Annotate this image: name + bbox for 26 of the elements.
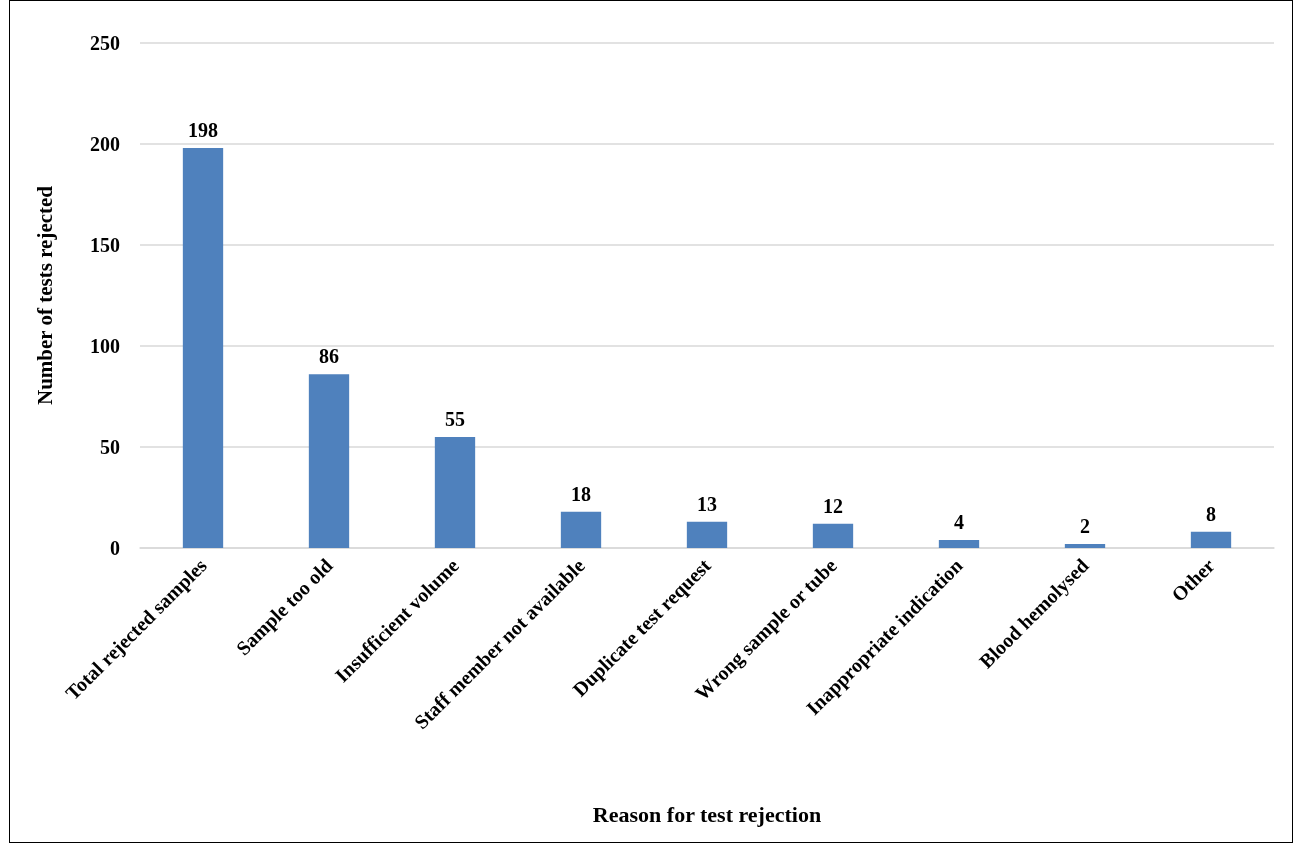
data-label: 198 <box>188 119 218 142</box>
y-tick-label: 150 <box>90 234 120 256</box>
y-tick-label: 50 <box>100 436 120 458</box>
data-label: 12 <box>823 494 843 517</box>
bar <box>434 436 476 548</box>
bar <box>1190 531 1232 548</box>
bar <box>182 148 224 548</box>
bar <box>686 521 728 548</box>
bar <box>812 523 854 548</box>
y-tick-label: 200 <box>90 133 120 155</box>
data-label: 86 <box>319 345 339 368</box>
bar <box>560 511 602 548</box>
data-label: 55 <box>445 407 465 430</box>
data-label: 13 <box>697 492 717 515</box>
data-label: 2 <box>1080 514 1090 537</box>
bar <box>938 539 980 548</box>
x-axis-title: Reason for test rejection <box>592 801 822 827</box>
y-tick-label: 0 <box>110 537 120 559</box>
data-label: 8 <box>1206 502 1216 525</box>
y-tick-label: 100 <box>90 335 120 357</box>
bar <box>308 374 350 548</box>
bar <box>1064 543 1106 548</box>
y-axis-title: Number of tests rejected <box>32 185 57 406</box>
data-label: 4 <box>954 510 964 533</box>
y-tick-label: 250 <box>90 32 120 54</box>
data-label: 18 <box>571 482 591 505</box>
